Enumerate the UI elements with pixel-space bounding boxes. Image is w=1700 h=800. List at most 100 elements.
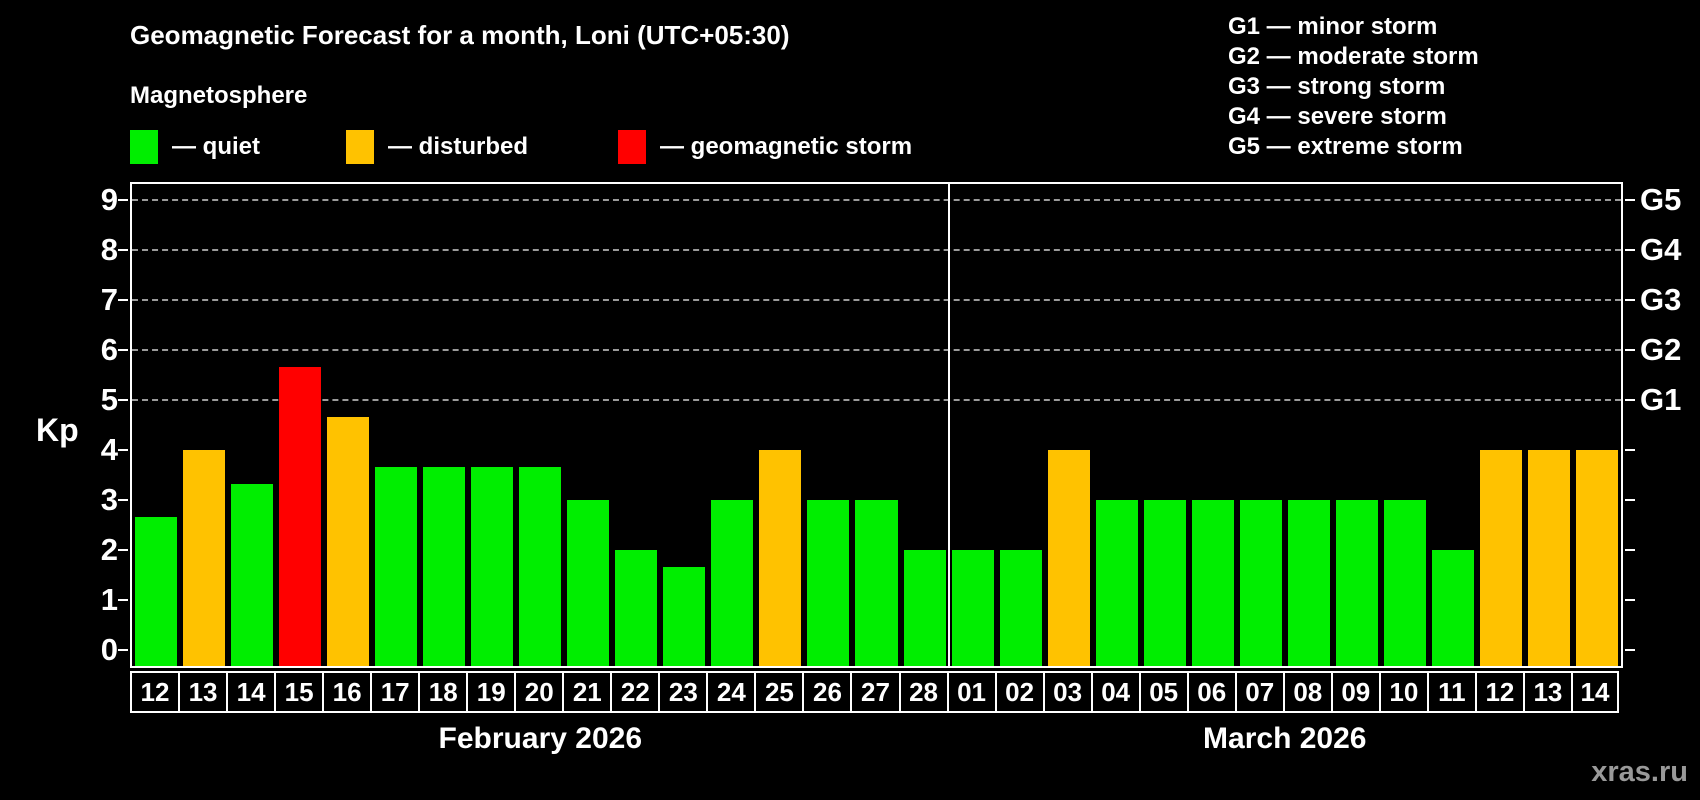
kp-bar [663, 566, 706, 666]
kp-bar [1575, 450, 1618, 666]
left-axis-tick [118, 449, 128, 451]
day-label: 21 [562, 671, 613, 713]
kp-bar [1047, 450, 1090, 666]
g-tick-label-g3: G3 [1640, 282, 1682, 317]
kp-bar [1287, 500, 1330, 666]
right-axis-tick [1625, 599, 1635, 601]
right-axis-tick [1625, 399, 1635, 401]
kp-bar [759, 450, 802, 666]
day-label: 24 [706, 671, 757, 713]
month-label-february: February 2026 [438, 722, 642, 755]
g-legend-line-2: G2 — moderate storm [1228, 43, 1479, 70]
y-tick-label: 2 [100, 532, 118, 567]
day-label: 13 [178, 671, 229, 713]
left-axis-tick [118, 549, 128, 551]
disturbed-color-swatch [346, 130, 374, 164]
right-axis-tick [1625, 449, 1635, 451]
gridline-kp5 [132, 399, 1621, 401]
kp-bar [1239, 500, 1282, 666]
legend-item-label: — quiet [172, 133, 260, 160]
right-axis-tick [1625, 249, 1635, 251]
day-label: 23 [658, 671, 709, 713]
kp-bar [1431, 550, 1474, 666]
gridline-kp9 [132, 199, 1621, 201]
g-tick-label-g5: G5 [1640, 182, 1682, 217]
day-label: 15 [274, 671, 325, 713]
plot-area [118, 184, 1635, 666]
kp-bar [807, 500, 850, 666]
left-axis-tick [118, 599, 128, 601]
legend-item-disturbed: — disturbed [346, 128, 528, 166]
kp-bar [567, 500, 610, 666]
day-label: 10 [1378, 671, 1429, 713]
kp-bar [135, 516, 178, 666]
day-label: 05 [1138, 671, 1189, 713]
kp-bar [855, 500, 898, 666]
g-tick-label-g2: G2 [1640, 332, 1682, 367]
kp-bar [231, 483, 274, 666]
day-label: 12 [130, 671, 181, 713]
kp-bar [1335, 500, 1378, 666]
kp-bar [615, 550, 658, 666]
kp-bar [1191, 500, 1234, 666]
gridline-kp7 [132, 299, 1621, 301]
y-tick-label: 3 [100, 482, 118, 517]
month-separator-line [947, 184, 950, 666]
right-axis-tick [1625, 349, 1635, 351]
kp-bar [903, 550, 946, 666]
kp-bar-chart [118, 182, 1635, 668]
kp-bar [711, 500, 754, 666]
day-label: 12 [1474, 671, 1525, 713]
day-label: 01 [946, 671, 997, 713]
y-tick-label: 1 [100, 582, 118, 617]
kp-bar [1479, 450, 1522, 666]
kp-bar [999, 550, 1042, 666]
y-tick-label: 9 [100, 182, 118, 217]
month-label-march: March 2026 [1203, 722, 1367, 755]
day-label: 20 [514, 671, 565, 713]
day-label: 22 [610, 671, 661, 713]
legend-item-storm: — geomagnetic storm [618, 128, 912, 166]
day-label: 18 [418, 671, 469, 713]
day-axis: 12 13 14 15 16 17 18 19 20 21 22 23 24 25 26 27 28 01 02 03… [130, 671, 1623, 713]
kp-bar [1143, 500, 1186, 666]
day-label: 04 [1090, 671, 1141, 713]
day-label: 08 [1282, 671, 1333, 713]
g-legend-line-1: G1 — minor storm [1228, 13, 1438, 40]
kp-bar [1095, 500, 1138, 666]
kp-bar [375, 466, 418, 666]
kp-bar [519, 466, 562, 666]
right-axis-tick [1625, 549, 1635, 551]
gridline-kp6 [132, 349, 1621, 351]
day-label: 07 [1234, 671, 1285, 713]
day-label: 14 [1570, 671, 1619, 713]
y-tick-label: 6 [100, 332, 118, 367]
legend-item-label: — geomagnetic storm [660, 133, 913, 160]
legend-item-quiet: — quiet [130, 128, 260, 166]
y-axis-title: Kp [36, 412, 79, 448]
kp-bar [423, 466, 466, 666]
g-scale-legend: G1 — minor storm G2 — moderate storm G3 — … [1228, 12, 1479, 162]
watermark: xras.ru [1591, 756, 1688, 788]
day-label: 06 [1186, 671, 1237, 713]
right-axis-tick [1625, 499, 1635, 501]
y-tick-label: 0 [100, 632, 118, 667]
left-axis-tick [118, 399, 128, 401]
kp-bar [183, 450, 226, 666]
left-axis-tick [118, 299, 128, 301]
day-label: 09 [1330, 671, 1381, 713]
left-axis-tick [118, 249, 128, 251]
kp-bar [1383, 500, 1426, 666]
g-legend-line-3: G3 — strong storm [1228, 73, 1446, 100]
day-label: 28 [898, 671, 949, 713]
storm-color-swatch [618, 130, 646, 164]
day-label: 14 [226, 671, 277, 713]
kp-bar [279, 366, 322, 666]
left-axis-tick [118, 499, 128, 501]
legend-item-label: — disturbed [388, 133, 529, 160]
g-legend-line-4: G4 — severe storm [1228, 103, 1447, 130]
g-tick-label-g4: G4 [1640, 232, 1682, 267]
kp-bar [327, 416, 370, 666]
day-label: 17 [370, 671, 421, 713]
y-tick-label: 8 [100, 232, 118, 267]
